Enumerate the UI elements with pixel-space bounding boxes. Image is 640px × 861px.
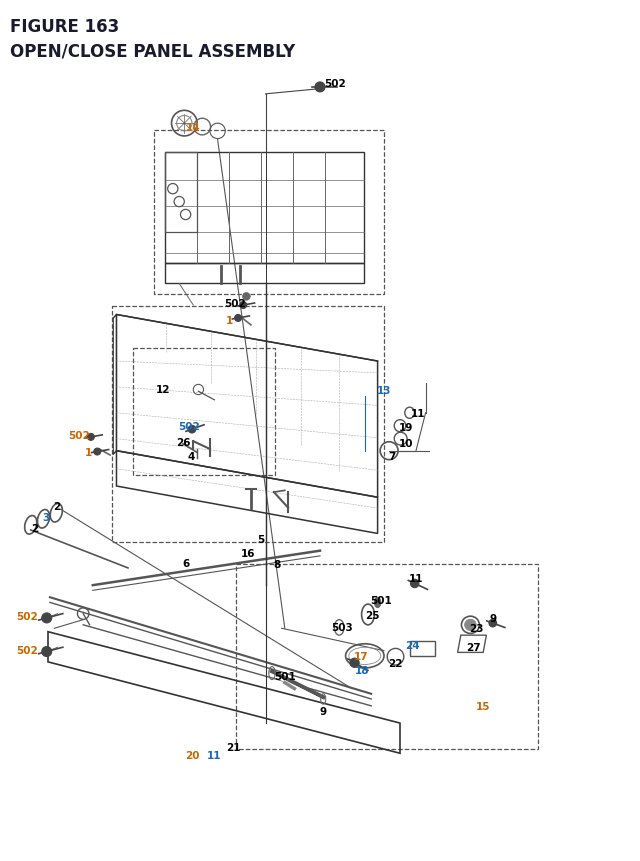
Text: 10: 10 (399, 438, 413, 449)
Text: 4: 4 (187, 451, 195, 461)
Circle shape (243, 294, 250, 300)
Text: 2: 2 (31, 523, 39, 534)
Text: 11: 11 (207, 750, 221, 760)
Text: 15: 15 (476, 701, 490, 711)
Text: 502: 502 (225, 299, 246, 309)
Text: 1: 1 (84, 448, 92, 458)
Text: 1: 1 (225, 315, 233, 325)
Text: 22: 22 (388, 658, 403, 668)
Text: 24: 24 (406, 641, 420, 651)
Ellipse shape (374, 598, 381, 608)
Text: 26: 26 (176, 437, 190, 448)
Text: 9: 9 (489, 613, 497, 623)
Text: 502: 502 (17, 645, 38, 655)
Text: 5: 5 (257, 535, 265, 545)
Text: 6: 6 (182, 558, 189, 568)
Circle shape (350, 659, 359, 667)
Ellipse shape (465, 620, 476, 630)
Text: 3: 3 (42, 512, 50, 523)
Text: 9: 9 (319, 706, 327, 716)
Text: 502: 502 (17, 611, 38, 622)
Text: 11: 11 (409, 573, 423, 584)
Text: 12: 12 (156, 385, 170, 395)
Circle shape (315, 83, 325, 93)
Text: 23: 23 (469, 623, 483, 634)
Text: 18: 18 (355, 666, 369, 676)
Text: 8: 8 (273, 559, 281, 569)
Text: 13: 13 (377, 386, 391, 396)
Text: 20: 20 (185, 750, 199, 760)
Circle shape (235, 315, 241, 322)
Circle shape (489, 620, 497, 627)
Text: 27: 27 (467, 642, 481, 653)
Text: 502: 502 (178, 421, 200, 431)
Circle shape (42, 647, 52, 657)
Text: 21: 21 (227, 742, 241, 753)
Circle shape (410, 579, 419, 588)
Text: 502: 502 (68, 430, 90, 441)
Text: 503: 503 (331, 622, 353, 632)
Text: 14: 14 (186, 122, 200, 133)
Text: 501: 501 (274, 671, 296, 681)
Circle shape (94, 449, 100, 455)
Text: 2: 2 (52, 501, 60, 511)
Text: 502: 502 (324, 79, 346, 90)
Text: 11: 11 (412, 408, 426, 418)
Text: 7: 7 (388, 451, 396, 461)
Circle shape (88, 434, 94, 441)
Text: 501: 501 (370, 595, 392, 605)
Text: OPEN/CLOSE PANEL ASSEMBLY: OPEN/CLOSE PANEL ASSEMBLY (10, 42, 295, 60)
Text: FIGURE 163: FIGURE 163 (10, 18, 119, 36)
Circle shape (42, 613, 52, 623)
Text: 17: 17 (355, 651, 369, 661)
Text: 19: 19 (399, 423, 413, 433)
Text: 16: 16 (241, 548, 255, 559)
Text: 25: 25 (365, 610, 380, 621)
Circle shape (188, 426, 196, 433)
Circle shape (240, 302, 246, 309)
